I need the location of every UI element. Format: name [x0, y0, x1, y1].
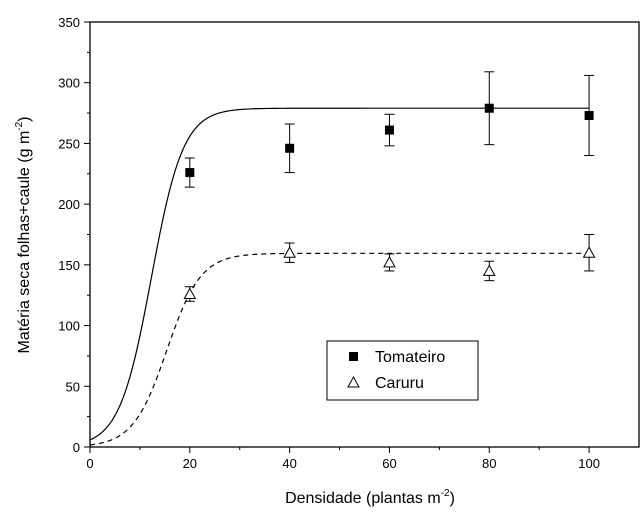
point-caruru	[482, 264, 496, 276]
x-tick-label: 0	[86, 456, 93, 471]
fit-curve-tomateiro	[89, 107, 590, 441]
point-caruru	[582, 246, 596, 258]
x-tick-label: 100	[578, 456, 600, 471]
error-bars	[184, 71, 595, 302]
plot-frame	[89, 21, 640, 448]
point-caruru	[183, 287, 197, 299]
point-tomateiro	[484, 103, 494, 113]
y-tick-label: 300	[58, 76, 80, 91]
point-caruru	[383, 255, 396, 268]
y-tick-label: 250	[58, 136, 80, 151]
fit-curve-caruru	[89, 252, 590, 446]
fit-curves	[89, 107, 590, 446]
point-tomateiro	[185, 168, 195, 178]
data-markers	[183, 103, 596, 299]
legend-box	[326, 340, 479, 401]
tick-labels: 0 20 40 60 80 100 0 50 100 150 200 250 300 350	[58, 15, 600, 471]
x-tick-label: 40	[282, 456, 296, 471]
point-tomateiro	[285, 143, 295, 153]
y-tick-label: 350	[58, 15, 80, 30]
legend: Tomateiro Caruru	[326, 340, 479, 401]
point-tomateiro	[384, 125, 394, 135]
x-tick-label: 20	[183, 456, 197, 471]
y-tick-label: 100	[58, 319, 80, 334]
legend-label-caruru: Caruru	[375, 375, 424, 392]
y-tick-label: 200	[58, 197, 80, 212]
legend-marker-tomateiro	[349, 352, 358, 361]
y-tick-label: 50	[66, 379, 80, 394]
y-axis-title: Matéria seca folhas+caule (g m-2)	[14, 116, 33, 353]
y-tick-label: 150	[58, 258, 80, 273]
x-tick-label: 60	[382, 456, 396, 471]
x-axis-title: Densidade (plantas m-2)	[285, 488, 455, 507]
y-tick-label: 0	[73, 440, 80, 455]
point-tomateiro	[584, 111, 594, 120]
x-tick-label: 80	[482, 456, 496, 471]
legend-label-tomateiro: Tomateiro	[375, 349, 445, 366]
point-caruru	[283, 246, 296, 258]
legend-marker-caruru	[347, 375, 360, 388]
